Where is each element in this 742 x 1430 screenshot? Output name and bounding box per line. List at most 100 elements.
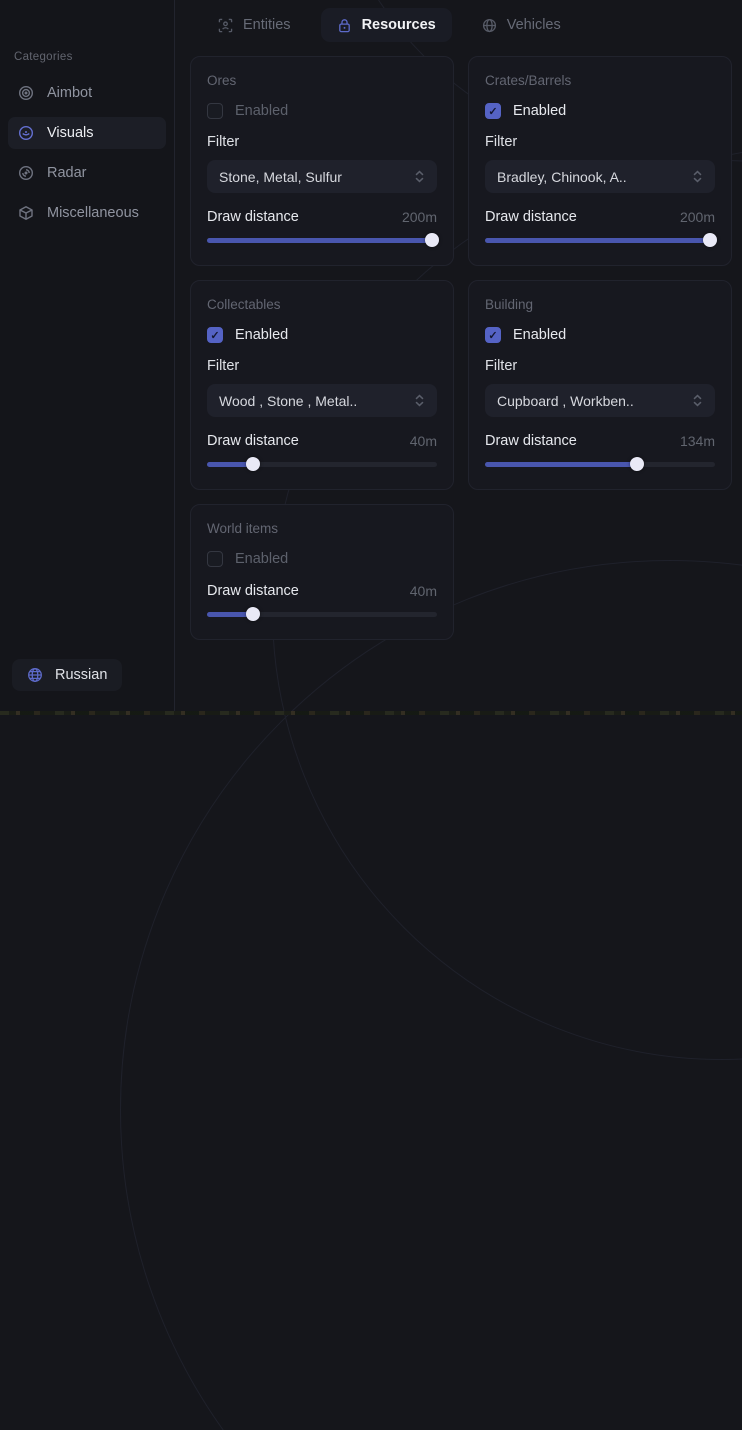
tab-label: Resources [361,17,436,33]
card-ores: Ores ✓ Enabled Filter Stone, Metal, Sulf… [190,56,454,266]
checkbox[interactable]: ✓ [485,327,501,343]
draw-distance-value: 134m [679,433,715,449]
game-background-strip [0,711,742,715]
filter-select[interactable]: Cupboard , Workben.. [485,384,715,417]
sidebar-item-aimbot[interactable]: Aimbot [8,77,166,109]
slider-track [207,611,437,617]
sidebar-item-label: Visuals [47,125,94,141]
chevron-up-down-icon [414,170,425,183]
slider-fill [207,611,253,617]
sidebar-item-miscellaneous[interactable]: Miscellaneous [8,197,166,229]
draw-distance-slider[interactable] [207,457,437,471]
tab-resources[interactable]: Resources [320,8,452,42]
draw-distance-row: Draw distance 200m [485,209,715,225]
enabled-checkbox-row[interactable]: ✓ Enabled [207,327,437,343]
card-title: Ores [207,73,237,88]
slider-fill [485,237,711,243]
slider-fill [485,461,637,467]
draw-distance-value: 40m [409,583,437,599]
chevron-up-down-icon [692,394,703,407]
enabled-checkbox-row[interactable]: ✓ Enabled [485,327,715,343]
card-crates-barrels: Crates/Barrels ✓ Enabled Filter Bradley,… [468,56,732,266]
card-title: Crates/Barrels [485,73,572,88]
filter-select-value: Cupboard , Workben.. [497,392,634,409]
tab-label: Entities [243,17,291,33]
language-button[interactable]: Russian [12,659,123,691]
filter-label: Filter [207,134,240,150]
draw-distance-label: Draw distance [207,433,299,449]
sidebar-item-label: Aimbot [47,85,93,101]
slider-thumb[interactable] [703,233,718,247]
draw-distance-slider[interactable] [485,233,718,247]
enabled-checkbox-row[interactable]: ✓ Enabled [207,103,437,119]
sidebar-item-label: Radar [47,165,87,181]
filter-label: Filter [207,358,240,374]
checkbox-label: Enabled [235,327,289,343]
card-title: Collectables [207,297,281,312]
draw-distance-slider[interactable] [207,233,440,247]
card-title: Building [485,297,534,312]
slider-fill [207,461,253,467]
filter-label: Filter [485,134,518,150]
draw-distance-slider[interactable] [207,607,437,621]
globe-icon [27,667,43,683]
draw-distance-row: Draw distance 200m [207,209,437,225]
cheat-menu-window: Categories Aimbot Visuals [0,0,742,711]
slider-thumb[interactable] [246,607,260,621]
filter-select[interactable]: Bradley, Chinook, A.. [485,160,715,193]
card-building: Building ✓ Enabled Filter Cupboard , Wor… [468,280,732,490]
card-world-items: World items ✓ Enabled Draw distance 40m [190,504,454,640]
sidebar-item-visuals[interactable]: Visuals [8,117,166,149]
checkbox-label: Enabled [513,103,567,119]
sidebar-item-label: Miscellaneous [47,205,139,221]
crate-icon [337,18,352,33]
draw-distance-value: 200m [679,209,715,225]
radar-icon [18,165,34,181]
draw-distance-row: Draw distance 40m [207,433,437,449]
checkbox[interactable]: ✓ [207,327,223,343]
tab-vehicles[interactable]: Vehicles [466,8,577,42]
draw-distance-slider[interactable] [485,457,715,471]
sidebar-item-radar[interactable]: Radar [8,157,166,189]
checkbox-label: Enabled [235,551,289,567]
filter-label: Filter [485,358,518,374]
draw-distance-value: 40m [409,433,437,449]
filter-select-value: Stone, Metal, Sulfur [219,168,342,185]
chevron-up-down-icon [692,170,703,183]
language-button-label: Russian [55,667,108,683]
filter-select[interactable]: Stone, Metal, Sulfur [207,160,437,193]
enabled-checkbox-row[interactable]: ✓ Enabled [485,103,715,119]
checkbox[interactable]: ✓ [207,551,223,567]
draw-distance-value: 200m [401,209,437,225]
checkbox-label: Enabled [235,103,289,119]
checkbox-label: Enabled [513,327,567,343]
draw-distance-label: Draw distance [485,433,577,449]
eye-icon [18,125,34,141]
target-icon [18,85,34,101]
slider-track [207,461,437,467]
cards-grid: Ores ✓ Enabled Filter Stone, Metal, Sulf… [190,56,742,640]
draw-distance-label: Draw distance [207,209,299,225]
draw-distance-label: Draw distance [207,583,299,599]
globe-icon [482,18,497,33]
checkbox[interactable]: ✓ [485,103,501,119]
tab-label: Vehicles [506,17,561,33]
draw-distance-row: Draw distance 134m [485,433,715,449]
filter-select-value: Bradley, Chinook, A.. [497,168,627,185]
chevron-up-down-icon [414,394,425,407]
slider-thumb[interactable] [425,233,440,247]
slider-thumb[interactable] [246,457,260,471]
draw-distance-row: Draw distance 40m [207,583,437,599]
tab-entities[interactable]: Entities [202,8,307,42]
enabled-checkbox-row[interactable]: ✓ Enabled [207,551,437,567]
card-collectables: Collectables ✓ Enabled Filter Wood , Sto… [190,280,454,490]
filter-select[interactable]: Wood , Stone , Metal.. [207,384,437,417]
slider-thumb[interactable] [629,457,644,471]
cube-icon [18,205,34,221]
checkbox[interactable]: ✓ [207,103,223,119]
tab-bar: Entities Resources Vehicles [202,8,742,42]
categories-label: Categories [14,51,73,63]
slider-fill [207,237,433,243]
person-scan-icon [218,18,233,33]
main-panel: Entities Resources Vehicles [175,0,742,711]
